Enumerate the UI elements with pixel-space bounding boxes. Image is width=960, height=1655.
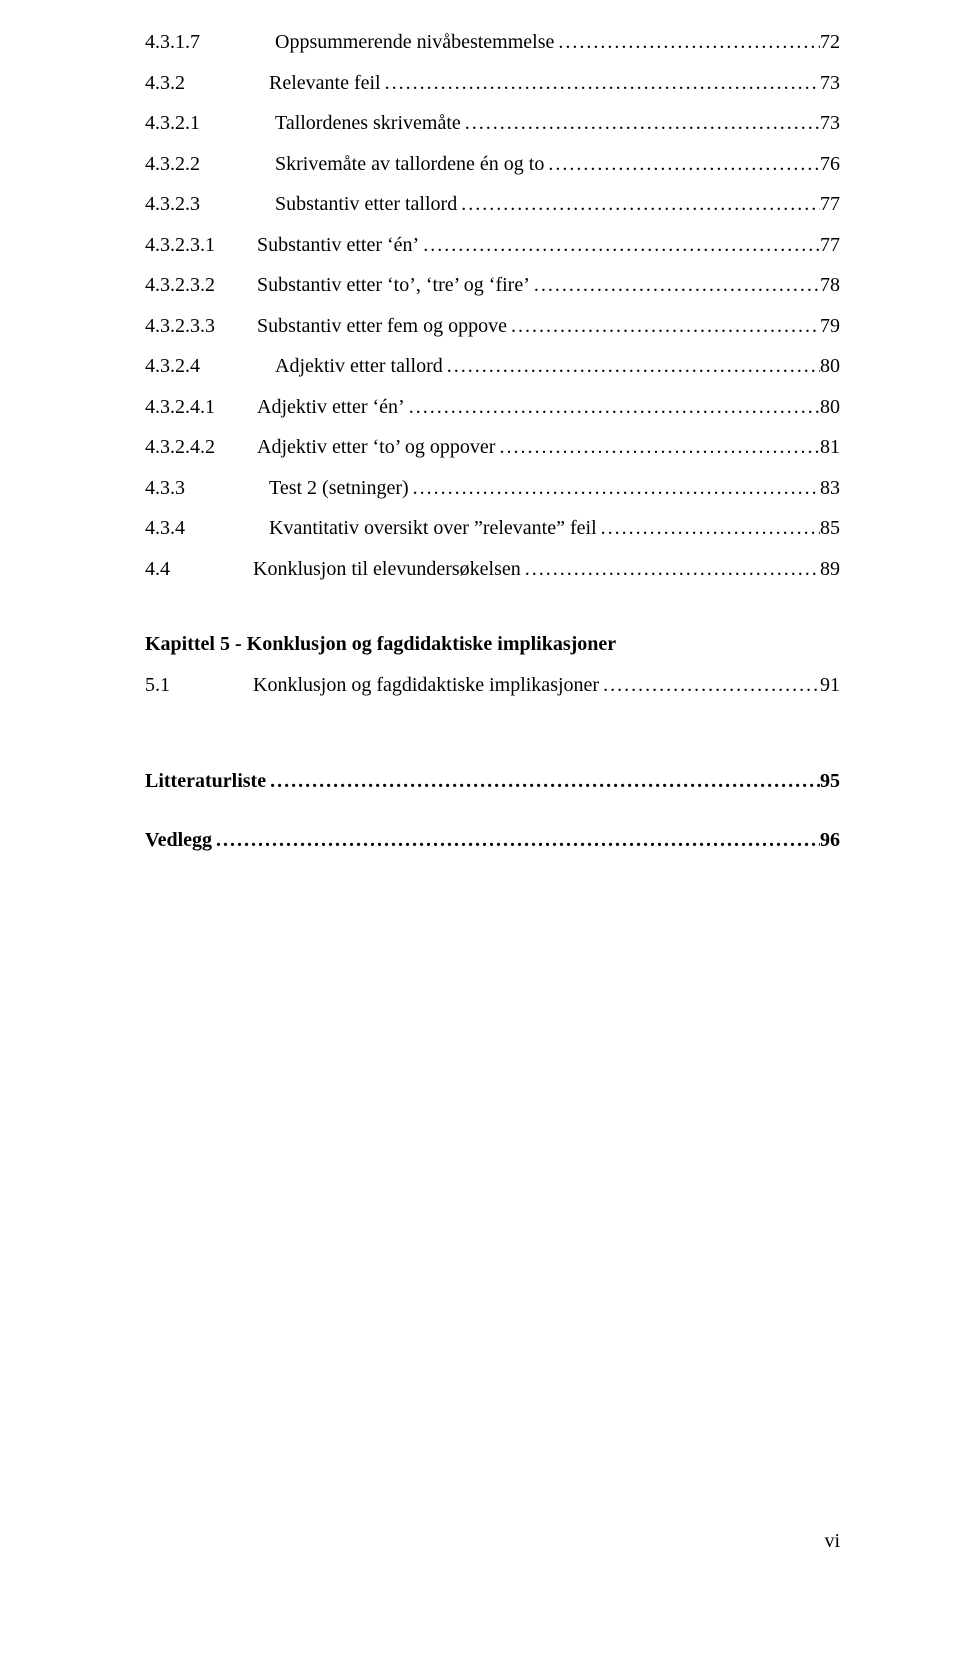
toc-entry: 4.3.2.3.1Substantiv etter ‘én’ 77	[145, 233, 840, 257]
toc-entry-label: Adjektiv etter tallord	[223, 354, 443, 378]
toc-entry: 4.3.2.1Tallordenes skrivemåte 73	[145, 111, 840, 135]
toc-entry-page: 95	[820, 769, 840, 793]
toc-entry: Litteraturliste 95	[145, 769, 840, 793]
toc-entry-page: 89	[820, 557, 840, 581]
toc-entry-label: Adjektiv etter ‘to’ og oppover	[223, 435, 495, 459]
toc-entry: 4.3.2.2Skrivemåte av tallordene én og to…	[145, 152, 840, 176]
toc-entry-label: Substantiv etter ‘to’, ‘tre’ og ‘fire’	[223, 273, 530, 297]
toc-entry: 4.3.2.4.1Adjektiv etter ‘én’ 80	[145, 395, 840, 419]
page-number: vi	[824, 1530, 840, 1553]
toc-entry-page: 80	[820, 354, 840, 378]
toc-entry-page: 81	[820, 435, 840, 459]
toc-entry-number: 4.3.2.3.1	[145, 233, 223, 257]
toc-leader	[419, 233, 820, 257]
toc-entry-page: 73	[820, 71, 840, 95]
toc-leader	[457, 192, 820, 216]
toc-leader	[443, 354, 820, 378]
toc-entry-number: 5.1	[145, 673, 189, 697]
toc-entry-number: 4.3.3	[145, 476, 205, 500]
toc-entry-number: 4.3.2.1	[145, 111, 223, 135]
toc-entry-label: Relevante feil	[205, 71, 381, 95]
toc-entry: 4.3.2.3Substantiv etter tallord 77	[145, 192, 840, 216]
toc-entry-number: 4.3.2.4	[145, 354, 223, 378]
toc-entry: 4.3.2.4Adjektiv etter tallord 80	[145, 354, 840, 378]
toc-entry-page: 83	[820, 476, 840, 500]
toc-entry-label: Vedlegg	[145, 828, 212, 852]
toc-entry-label: Skrivemåte av tallordene én og to	[223, 152, 544, 176]
toc-leader	[521, 557, 820, 581]
toc-entry-label: Tallordenes skrivemåte	[223, 111, 461, 135]
toc-entry-label: Kvantitativ oversikt over ”relevante” fe…	[205, 516, 597, 540]
toc-entry-page: 91	[820, 673, 840, 697]
toc-entry-label: Substantiv etter tallord	[223, 192, 457, 216]
toc-entry-number: 4.3.2.3.2	[145, 273, 223, 297]
toc-main-list: 4.3.1.7Oppsummerende nivåbestemmelse 724…	[145, 30, 840, 581]
toc-entry-label: Litteraturliste	[145, 769, 266, 793]
toc-entry-label: Konklusjon til elevundersøkelsen	[189, 557, 521, 581]
toc-entry: 4.3.2.3.3Substantiv etter fem og oppove …	[145, 314, 840, 338]
toc-entry-label: Konklusjon og fagdidaktiske implikasjone…	[189, 673, 599, 697]
toc-entry: 4.3.4Kvantitativ oversikt over ”relevant…	[145, 516, 840, 540]
toc-entry-number: 4.3.2.3.3	[145, 314, 223, 338]
toc-entry-label: Substantiv etter fem og oppove	[223, 314, 507, 338]
toc-leader	[597, 516, 820, 540]
toc-entry-number: 4.4	[145, 557, 189, 581]
toc-entry-number: 4.3.2.4.2	[145, 435, 223, 459]
toc-entry-page: 96	[820, 828, 840, 852]
toc-leader	[409, 476, 820, 500]
toc-leader	[599, 673, 820, 697]
toc-leader	[405, 395, 820, 419]
toc-leader	[212, 828, 820, 852]
toc-entry-number: 4.3.2.4.1	[145, 395, 223, 419]
toc-entry-page: 77	[820, 192, 840, 216]
toc-chapter-list: 5.1Konklusjon og fagdidaktiske implikasj…	[145, 673, 840, 697]
toc-entry-page: 78	[820, 273, 840, 297]
spacer	[145, 810, 840, 828]
toc-leader	[544, 152, 820, 176]
toc-entry: 5.1Konklusjon og fagdidaktiske implikasj…	[145, 673, 840, 697]
toc-entry-label: Substantiv etter ‘én’	[223, 233, 419, 257]
toc-leader	[266, 769, 820, 793]
toc-entry: Vedlegg 96	[145, 828, 840, 852]
toc-entry-label: Test 2 (setninger)	[205, 476, 409, 500]
toc-entry-page: 76	[820, 152, 840, 176]
toc-entry-label: Adjektiv etter ‘én’	[223, 395, 405, 419]
chapter-title: Kapittel 5 - Konklusjon og fagdidaktiske…	[145, 633, 616, 656]
toc-leader	[461, 111, 820, 135]
toc-leader	[530, 273, 820, 297]
spacer	[145, 597, 840, 633]
toc-entry: 4.3.2.4.2Adjektiv etter ‘to’ og oppover …	[145, 435, 840, 459]
toc-entry-label: Oppsummerende nivåbestemmelse	[223, 30, 554, 54]
toc-entry-number: 4.3.2.3	[145, 192, 223, 216]
spacer	[145, 713, 840, 769]
toc-entry: 4.3.3Test 2 (setninger) 83	[145, 476, 840, 500]
toc-entry: 4.3.2.3.2Substantiv etter ‘to’, ‘tre’ og…	[145, 273, 840, 297]
toc-leader	[495, 435, 820, 459]
toc-entry-page: 79	[820, 314, 840, 338]
toc-entry-number: 4.3.2	[145, 71, 205, 95]
toc-entry-number: 4.3.4	[145, 516, 205, 540]
toc-entry-page: 80	[820, 395, 840, 419]
toc-entry: 4.3.1.7Oppsummerende nivåbestemmelse 72	[145, 30, 840, 54]
toc-entry-number: 4.3.2.2	[145, 152, 223, 176]
toc-leader	[381, 71, 820, 95]
toc-leader	[507, 314, 820, 338]
toc-entry: 4.4Konklusjon til elevundersøkelsen 89	[145, 557, 840, 581]
toc-entry-page: 85	[820, 516, 840, 540]
toc-leader	[554, 30, 820, 54]
toc-entry-page: 77	[820, 233, 840, 257]
toc-entry-page: 72	[820, 30, 840, 54]
chapter-heading: Kapittel 5 - Konklusjon og fagdidaktiske…	[145, 633, 840, 656]
toc-entry-number: 4.3.1.7	[145, 30, 223, 54]
toc-entry: 4.3.2Relevante feil 73	[145, 71, 840, 95]
page-number-value: vi	[824, 1530, 840, 1552]
toc-entry-page: 73	[820, 111, 840, 135]
toc-tail-list: Litteraturliste 95 Vedlegg 96	[145, 769, 840, 852]
